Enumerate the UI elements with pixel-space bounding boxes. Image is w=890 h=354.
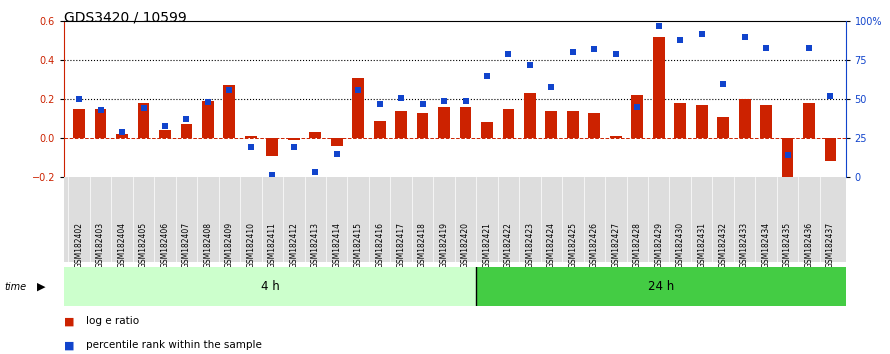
Bar — [73, 109, 85, 138]
Bar — [524, 93, 536, 138]
Point — [759, 45, 773, 51]
Bar — [739, 99, 750, 138]
Point — [566, 50, 580, 55]
Point — [673, 37, 687, 43]
Point — [716, 81, 731, 86]
Text: GDS3420 / 10599: GDS3420 / 10599 — [64, 11, 187, 25]
Point — [93, 107, 108, 113]
Bar — [653, 37, 665, 138]
Bar — [631, 95, 643, 138]
Point — [651, 23, 666, 29]
Bar — [352, 78, 364, 138]
Point — [437, 98, 451, 103]
Point — [394, 95, 409, 101]
Point — [416, 101, 430, 107]
Point — [373, 101, 387, 107]
Bar — [64, 267, 476, 306]
Bar — [181, 125, 192, 138]
Bar — [717, 117, 729, 138]
Bar — [760, 105, 772, 138]
Bar — [202, 101, 214, 138]
Bar — [374, 120, 385, 138]
Bar — [503, 109, 514, 138]
Bar — [610, 136, 622, 138]
Point — [501, 51, 515, 57]
Point — [802, 45, 816, 51]
Bar — [481, 122, 493, 138]
Point — [630, 104, 644, 110]
Text: percentile rank within the sample: percentile rank within the sample — [86, 340, 263, 350]
Bar — [546, 111, 557, 138]
Bar — [94, 109, 107, 138]
Bar — [223, 85, 235, 138]
Bar — [310, 132, 321, 138]
Point — [694, 31, 708, 36]
Point — [458, 98, 473, 103]
Bar — [803, 103, 815, 138]
Bar — [138, 103, 150, 138]
Point — [587, 46, 602, 52]
Point — [201, 99, 215, 105]
Bar — [331, 138, 343, 146]
Bar — [588, 113, 600, 138]
Point — [522, 62, 537, 68]
Bar — [781, 138, 794, 181]
Bar — [824, 138, 837, 161]
Point — [781, 152, 795, 158]
Point — [179, 116, 193, 122]
Bar — [567, 111, 579, 138]
Bar — [245, 136, 256, 138]
Point — [136, 105, 150, 111]
Point — [480, 73, 494, 79]
Bar — [459, 107, 472, 138]
Point — [158, 123, 172, 129]
Bar — [266, 138, 279, 156]
Bar — [287, 138, 300, 140]
Point — [222, 87, 237, 93]
Bar — [438, 107, 450, 138]
Point — [351, 87, 365, 93]
Bar — [417, 113, 428, 138]
Point — [609, 51, 623, 57]
Text: ■: ■ — [64, 340, 75, 350]
Text: ■: ■ — [64, 316, 75, 326]
Point — [308, 170, 322, 175]
Text: time: time — [4, 282, 27, 292]
Bar — [395, 111, 407, 138]
Point — [545, 84, 559, 90]
Point — [823, 93, 837, 99]
Point — [287, 144, 301, 150]
Text: ▶: ▶ — [37, 282, 46, 292]
Point — [738, 34, 752, 40]
Bar — [696, 105, 708, 138]
Bar — [159, 130, 171, 138]
Text: 24 h: 24 h — [648, 280, 674, 293]
Bar — [675, 103, 686, 138]
Point — [265, 173, 279, 178]
Point — [244, 144, 258, 150]
Text: log e ratio: log e ratio — [86, 316, 140, 326]
Bar — [476, 267, 846, 306]
Point — [72, 96, 86, 102]
Text: 4 h: 4 h — [261, 280, 279, 293]
Bar — [116, 134, 128, 138]
Point — [329, 151, 344, 156]
Point — [115, 129, 129, 135]
